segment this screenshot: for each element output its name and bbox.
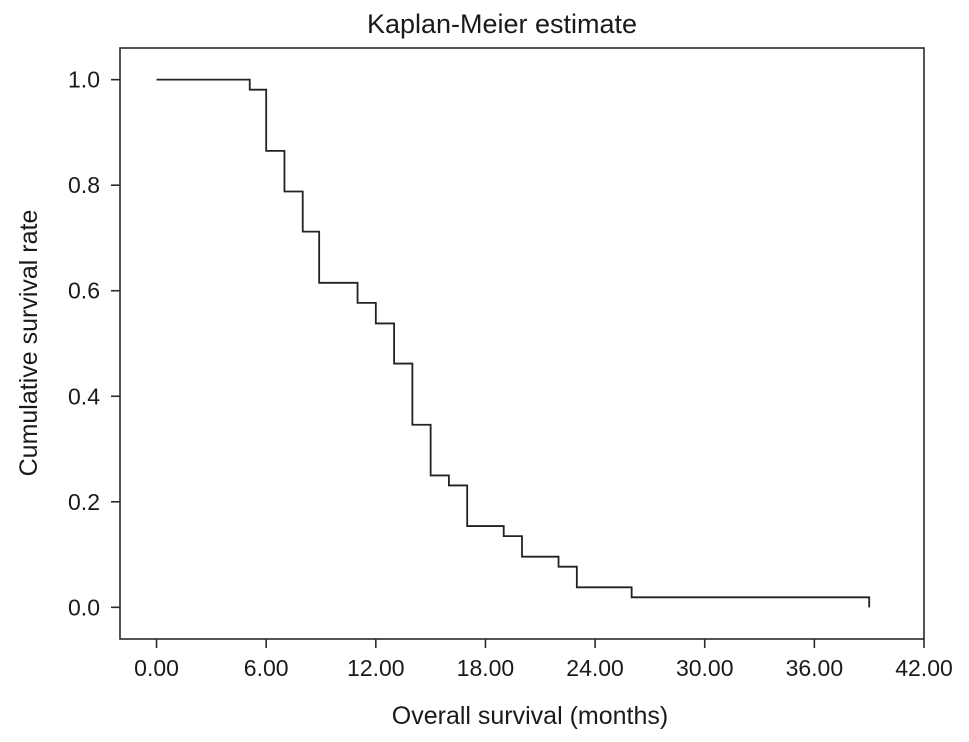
chart-title: Kaplan-Meier estimate [367,9,637,39]
x-tick-label: 0.00 [134,655,179,681]
series-layer [156,78,871,608]
x-axis: 0.00 6.00 12.00 18.00 24.00 30.00 36.00 42.00 [134,639,953,681]
survival-curve [156,78,871,608]
x-tick-label: 30.00 [676,655,734,681]
y-tick-label: 0.8 [68,172,100,198]
y-tick-label: 0.6 [68,278,100,304]
y-tick-label: 0.4 [68,383,100,409]
y-axis-label: Cumulative survival rate [15,210,43,477]
x-tick-label: 6.00 [244,655,289,681]
x-tick-label: 18.00 [457,655,515,681]
x-tick-label: 24.00 [566,655,624,681]
x-tick-label: 36.00 [786,655,844,681]
x-tick-label: 12.00 [347,655,405,681]
x-tick-label: 42.00 [895,655,953,681]
x-axis-label: Overall survival (months) [392,702,668,730]
y-tick-label: 1.0 [68,67,100,93]
plot-frame [119,47,925,640]
y-tick-label: 0.2 [68,489,100,515]
y-axis: 0.0 0.2 0.4 0.6 0.8 1.0 [68,67,120,620]
y-tick-label: 0.0 [68,594,100,620]
